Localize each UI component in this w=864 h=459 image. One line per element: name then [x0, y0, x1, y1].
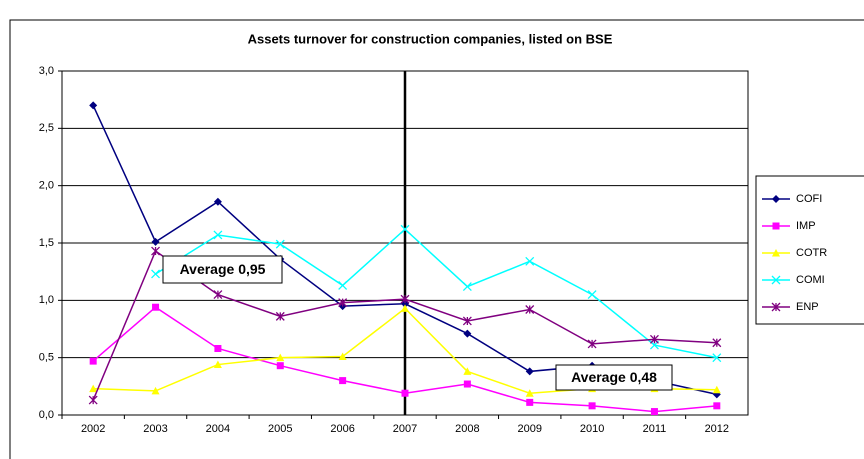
marker [276, 353, 285, 362]
marker [339, 377, 347, 385]
marker [213, 230, 223, 240]
legend-label: COTR [796, 247, 827, 259]
legend-marker [772, 195, 780, 203]
marker [89, 357, 97, 365]
x-tick-label: 2007 [393, 423, 417, 435]
legend-label: IMP [796, 220, 816, 232]
marker [400, 224, 410, 234]
marker [338, 352, 347, 361]
x-tick-label: 2010 [580, 423, 604, 435]
x-tick-label: 2006 [330, 423, 354, 435]
marker [650, 408, 658, 416]
marker [338, 298, 348, 308]
y-tick-label: 2,0 [39, 180, 54, 192]
legend-marker [772, 249, 780, 257]
x-tick-label: 2005 [268, 423, 292, 435]
y-tick-label: 0,0 [39, 409, 54, 421]
legend-marker [771, 302, 781, 312]
chart-title: Assets turnover for construction compani… [248, 31, 613, 46]
marker [587, 290, 597, 300]
legend-box [755, 175, 864, 325]
marker [400, 294, 410, 304]
legend-marker [771, 275, 781, 285]
y-tick-label: 0,5 [39, 352, 54, 364]
legend-label: COMI [796, 274, 825, 286]
marker [463, 380, 471, 388]
marker [151, 269, 161, 279]
marker [276, 362, 284, 370]
marker [712, 338, 722, 348]
annotation: Average 0,48 [571, 369, 657, 385]
marker [213, 360, 222, 369]
series-line [155, 228, 717, 359]
y-tick-label: 1,0 [39, 294, 54, 306]
x-tick-label: 2009 [517, 423, 541, 435]
legend-marker [772, 222, 780, 230]
marker [89, 101, 98, 110]
x-tick-label: 2008 [455, 423, 479, 435]
marker [213, 197, 222, 206]
marker [151, 237, 160, 246]
marker [525, 305, 535, 314]
x-tick-label: 2012 [705, 423, 729, 435]
annotation-box [555, 364, 673, 391]
marker [712, 385, 721, 394]
marker [338, 280, 348, 290]
x-tick-label: 2004 [206, 423, 230, 435]
marker [275, 239, 285, 249]
marker [463, 367, 472, 375]
marker [151, 386, 160, 395]
marker [463, 329, 472, 338]
marker [525, 389, 534, 397]
y-tick-label: 1,5 [39, 237, 54, 249]
marker [526, 398, 534, 406]
marker [152, 303, 160, 311]
marker [525, 367, 534, 376]
legend-label: COFI [796, 193, 822, 205]
marker [462, 282, 472, 292]
marker [587, 339, 597, 349]
marker [649, 334, 659, 344]
marker [213, 290, 223, 300]
marker [401, 389, 409, 397]
marker [89, 384, 98, 393]
y-tick-label: 3,0 [39, 65, 54, 77]
marker [401, 304, 409, 312]
marker [88, 395, 98, 405]
annotation-box [162, 255, 283, 284]
legend-label: ENP [796, 301, 819, 313]
marker [462, 316, 472, 326]
marker [712, 353, 722, 363]
annotation: Average 0,95 [180, 261, 266, 277]
marker [275, 311, 285, 321]
marker [525, 256, 535, 266]
x-tick-label: 2011 [643, 423, 667, 435]
marker [214, 344, 222, 352]
marker [713, 402, 721, 410]
x-tick-label: 2003 [143, 423, 167, 435]
x-tick-label: 2002 [81, 423, 105, 435]
y-tick-label: 2,5 [39, 122, 54, 134]
marker [151, 246, 161, 256]
marker [588, 402, 596, 410]
